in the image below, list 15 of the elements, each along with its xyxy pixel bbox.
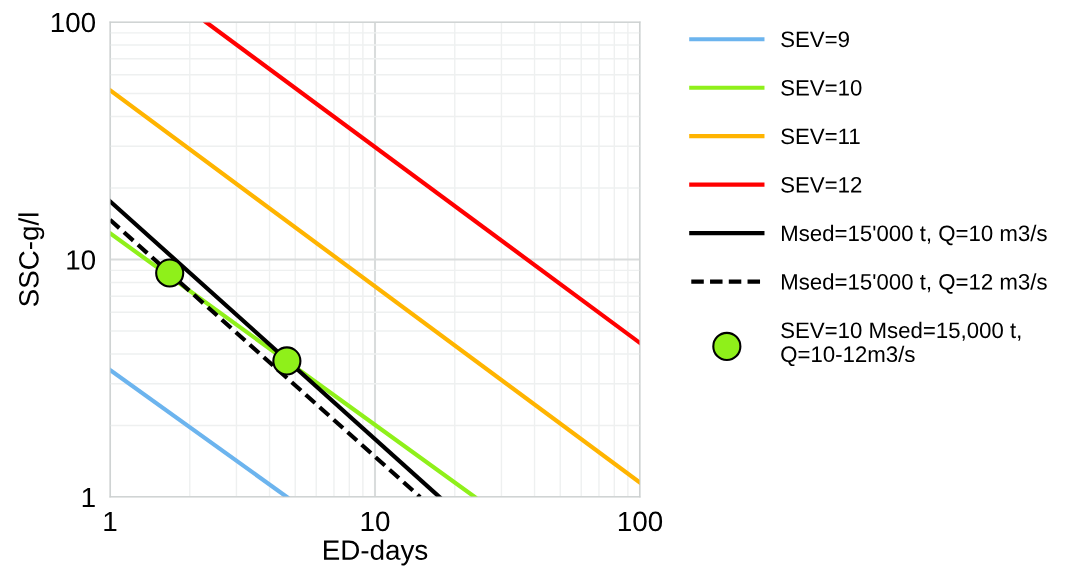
x-axis-title: ED-days bbox=[324, 539, 428, 566]
x-tick-label: 1 bbox=[104, 511, 117, 532]
x-tick-label: 10 bbox=[361, 511, 390, 532]
y-tick-label: 100 bbox=[51, 12, 96, 33]
x-tick-label: 100 bbox=[618, 511, 663, 532]
legend-label: SEV=10 bbox=[781, 79, 862, 96]
legend-label: SEV=12 bbox=[781, 176, 862, 193]
legend-label: SEV=9 bbox=[781, 31, 849, 48]
y-tick-label: 10 bbox=[67, 250, 96, 270]
legend-label: Msed=15'000 t, Q=12 m3/s bbox=[782, 273, 1047, 294]
y-tick-label: 1 bbox=[82, 487, 95, 508]
legend-label: SEV=10 Msed=15,000 t, Q=10-12m3/s bbox=[781, 321, 1021, 367]
y-axis-title: SSC-g/l bbox=[18, 213, 45, 307]
legend-label: Msed=15'000 t, Q=10 m3/s bbox=[782, 224, 1047, 246]
legend-label: SEV=11 bbox=[781, 128, 860, 145]
